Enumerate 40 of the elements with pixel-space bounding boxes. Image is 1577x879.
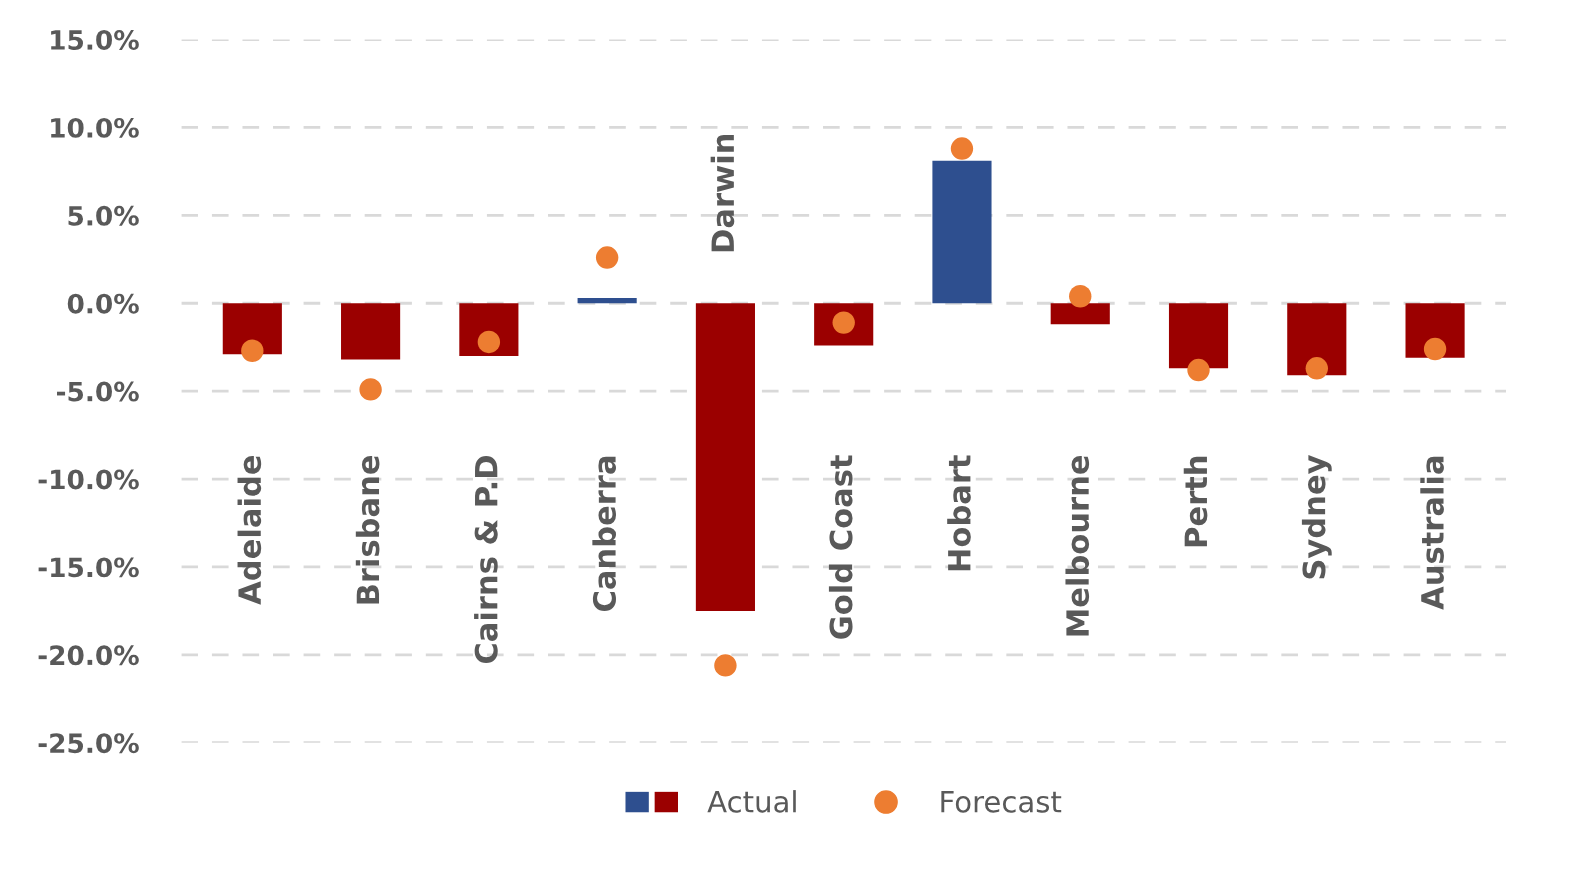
y-tick-label: -25.0% bbox=[38, 733, 139, 754]
y-tick-label: -20.0% bbox=[38, 645, 139, 666]
point bbox=[950, 137, 974, 160]
point bbox=[714, 654, 737, 677]
x-tick-label: Brisbane bbox=[355, 455, 380, 604]
x-tick-label: Hobart bbox=[947, 455, 971, 571]
point bbox=[359, 378, 382, 401]
x-tick-label: Gold Coast bbox=[828, 455, 853, 639]
bar bbox=[222, 303, 282, 355]
x-tick-label: Australia bbox=[1420, 456, 1444, 610]
bar bbox=[695, 303, 755, 611]
x-tick-label: Perth bbox=[1183, 456, 1208, 547]
y-tick-label: 10.0% bbox=[51, 117, 139, 138]
x-tick-label: Melbourne bbox=[1065, 455, 1090, 636]
point bbox=[241, 339, 264, 362]
y-tick-label: 0.0% bbox=[67, 293, 139, 314]
legend-label: Actual bbox=[707, 790, 796, 813]
y-tick-label: -5.0% bbox=[56, 381, 139, 402]
bar bbox=[577, 297, 637, 304]
y-tick-label: -15.0% bbox=[38, 557, 139, 578]
x-tick-label: Canberra bbox=[592, 456, 617, 612]
x-tick-label: Adelaide bbox=[237, 455, 262, 605]
y-tick-label: 15.0% bbox=[51, 30, 139, 50]
point bbox=[595, 246, 619, 269]
point bbox=[1305, 357, 1328, 380]
point bbox=[477, 330, 501, 354]
point bbox=[1069, 285, 1092, 308]
point bbox=[1423, 337, 1447, 361]
x-tick-label: Cairns & P.D bbox=[474, 456, 498, 664]
bar bbox=[932, 160, 992, 304]
bar bbox=[1287, 303, 1347, 376]
x-tick-label: Sydney bbox=[1301, 454, 1332, 579]
bar bbox=[341, 303, 401, 360]
point bbox=[1187, 358, 1210, 382]
y-tick-label: 5.0% bbox=[68, 205, 139, 226]
legend-label: Forecast bbox=[941, 791, 1062, 813]
y-tick-label: -10.0% bbox=[38, 469, 139, 490]
bar bbox=[1168, 303, 1229, 369]
x-tick-label: Darwin bbox=[710, 134, 735, 252]
bar bbox=[1050, 303, 1110, 325]
